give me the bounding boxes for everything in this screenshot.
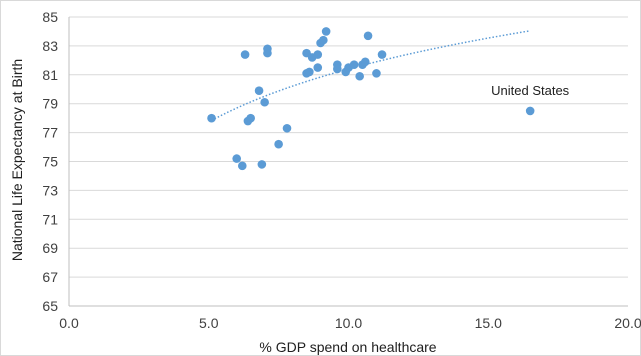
- data-point: [355, 71, 364, 81]
- y-tick-label: 75: [42, 154, 58, 170]
- x-tick-label: 5.0: [199, 315, 219, 331]
- data-point: [305, 67, 314, 77]
- data-point: [360, 57, 370, 67]
- y-tick-label: 81: [42, 67, 58, 83]
- data-point: [246, 113, 255, 123]
- data-point: [254, 86, 264, 95]
- x-axis-title: % GDP spend on healthcare: [259, 339, 436, 355]
- x-tick-label: 10.0: [335, 315, 362, 331]
- annotations: United States: [491, 83, 570, 98]
- annotation-label: United States: [491, 83, 570, 98]
- y-tick-label: 67: [42, 269, 58, 285]
- y-tick-label: 73: [42, 182, 58, 198]
- data-point: [372, 69, 381, 78]
- data-point: [525, 106, 535, 116]
- data-point: [207, 113, 216, 123]
- y-axis-tick-labels: 65 67 69 71 73 75 77 79 81 83 85: [42, 9, 58, 314]
- y-tick-label: 77: [42, 125, 58, 141]
- y-tick-label: 71: [42, 211, 58, 227]
- data-point: [260, 97, 269, 107]
- data-point: [237, 161, 247, 171]
- gridlines: [69, 16, 628, 278]
- y-tick-label: 83: [42, 38, 58, 54]
- y-tick-label: 69: [42, 240, 58, 256]
- x-tick-label: 15.0: [475, 315, 502, 331]
- data-point: [263, 48, 272, 58]
- data-point: [257, 160, 267, 169]
- y-tick-label: 85: [42, 9, 58, 25]
- y-tick-label: 79: [42, 96, 58, 112]
- data-point: [333, 64, 342, 74]
- data-point: [313, 50, 323, 59]
- data-point: [321, 27, 331, 36]
- y-axis-title: National Life Expectancy at Birth: [9, 59, 25, 261]
- data-point: [274, 139, 283, 149]
- y-tick-label: 65: [42, 298, 58, 314]
- data-points: [207, 27, 535, 171]
- data-point: [232, 154, 241, 163]
- x-axis-tick-labels: 0.0 5.0 10.0 15.0 20.0: [59, 315, 641, 331]
- axes: [68, 17, 628, 307]
- data-point: [363, 31, 373, 41]
- x-tick-label: 0.0: [59, 315, 79, 331]
- data-point: [319, 35, 328, 45]
- x-tick-label: 20.0: [614, 315, 641, 331]
- data-point: [313, 63, 323, 72]
- data-point: [282, 123, 292, 133]
- data-point: [349, 60, 359, 69]
- data-point: [377, 50, 387, 59]
- data-point: [240, 50, 250, 59]
